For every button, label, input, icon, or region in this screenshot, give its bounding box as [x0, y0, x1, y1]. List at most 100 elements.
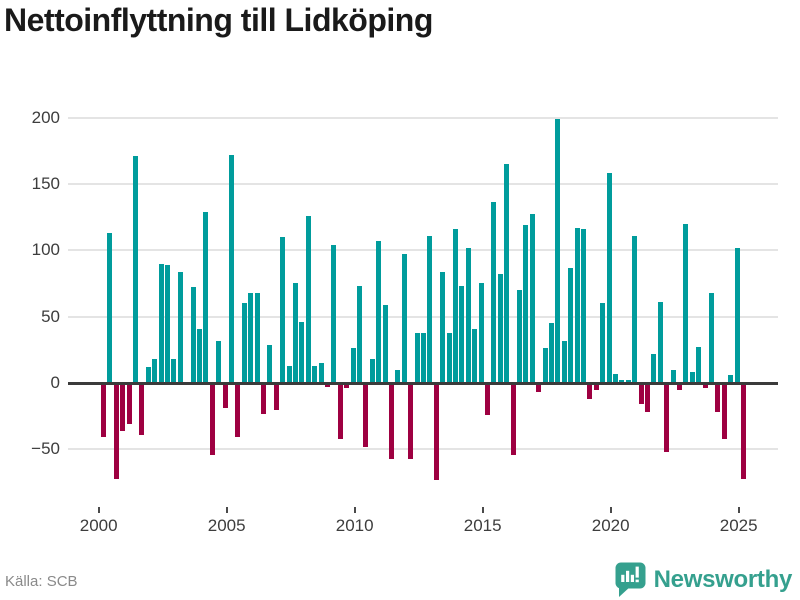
bar — [740, 383, 747, 479]
bar — [254, 292, 260, 383]
bar — [222, 383, 228, 409]
bar — [350, 348, 356, 383]
bar — [446, 332, 452, 383]
x-axis-label: 2010 — [335, 516, 374, 535]
source-label: Källa: SCB — [5, 573, 78, 590]
bar — [664, 383, 670, 453]
bar — [580, 229, 587, 383]
bar — [228, 154, 235, 383]
bar — [395, 369, 401, 383]
chart-title: Nettoinflyttning till Lidköping — [4, 2, 433, 38]
bar — [465, 247, 471, 383]
bar — [177, 271, 183, 383]
bar — [382, 304, 388, 383]
bar — [132, 156, 139, 383]
x-tick-mark — [737, 507, 740, 513]
bar — [708, 292, 715, 383]
bar — [516, 290, 523, 383]
bar — [657, 302, 663, 383]
bar — [728, 375, 734, 383]
bar — [529, 214, 535, 383]
bar — [606, 173, 612, 383]
bar — [593, 383, 599, 390]
bar — [427, 235, 433, 383]
bar — [452, 229, 459, 383]
bar — [491, 202, 497, 383]
bar — [273, 383, 279, 410]
bar — [292, 283, 299, 383]
bar — [158, 263, 164, 383]
bar — [331, 244, 337, 383]
bar — [126, 383, 132, 425]
x-axis-label: 2005 — [207, 516, 246, 535]
bar — [260, 383, 267, 414]
bar — [433, 383, 439, 480]
bar — [107, 233, 113, 383]
newsworthy-logo[interactable]: Newsworthy — [615, 562, 792, 598]
bar — [497, 274, 503, 383]
bar — [356, 286, 363, 383]
bar — [587, 383, 593, 399]
y-axis-label: 150 — [31, 173, 60, 193]
newsworthy-bubble-chart-icon — [615, 562, 646, 598]
bar — [305, 215, 311, 383]
bar — [689, 372, 695, 383]
y-gridline — [68, 448, 778, 451]
bar — [401, 254, 407, 383]
bar — [196, 328, 203, 383]
bar — [734, 247, 740, 383]
bar — [286, 365, 292, 383]
bar — [414, 332, 420, 383]
bar — [369, 359, 375, 383]
bar — [574, 227, 580, 383]
bar — [683, 223, 689, 383]
bar — [324, 383, 331, 387]
bar — [344, 383, 350, 389]
bar — [644, 383, 651, 413]
y-axis-label: 50 — [41, 306, 60, 326]
zero-axis-line — [68, 381, 778, 385]
x-tick-mark — [353, 507, 356, 513]
bar — [388, 383, 395, 459]
x-axis-label: 2020 — [591, 516, 630, 535]
bar — [651, 353, 657, 383]
bar — [280, 236, 286, 383]
bar — [241, 303, 247, 383]
bar — [152, 359, 158, 383]
y-gridline — [68, 249, 778, 252]
bar — [139, 383, 145, 435]
bar — [203, 211, 209, 383]
y-gridline — [68, 182, 778, 185]
bar — [484, 383, 491, 415]
y-axis-label: 0 — [50, 373, 60, 392]
bar — [408, 383, 414, 459]
x-tick-mark — [97, 507, 100, 513]
bar — [510, 383, 516, 455]
bar — [376, 240, 382, 383]
bar — [548, 323, 555, 383]
bar — [420, 332, 427, 383]
bar — [209, 383, 215, 455]
y-gridline — [68, 315, 778, 318]
x-axis-label: 2000 — [79, 516, 118, 535]
bar — [248, 292, 254, 383]
bar — [555, 118, 561, 383]
bar — [542, 348, 548, 383]
bar — [696, 347, 702, 383]
y-axis-label: 100 — [31, 240, 60, 260]
bar — [676, 383, 683, 390]
bar — [459, 286, 465, 383]
x-axis-label: 2025 — [719, 516, 758, 535]
bar — [190, 287, 196, 383]
bar — [363, 383, 369, 447]
bar — [299, 321, 305, 383]
bar — [638, 383, 644, 405]
newsworthy-brand-name: Newsworthy — [653, 566, 793, 593]
bar — [504, 163, 510, 383]
bar — [568, 267, 574, 383]
bar — [171, 359, 177, 383]
bar — [164, 264, 171, 383]
bar — [612, 373, 619, 383]
